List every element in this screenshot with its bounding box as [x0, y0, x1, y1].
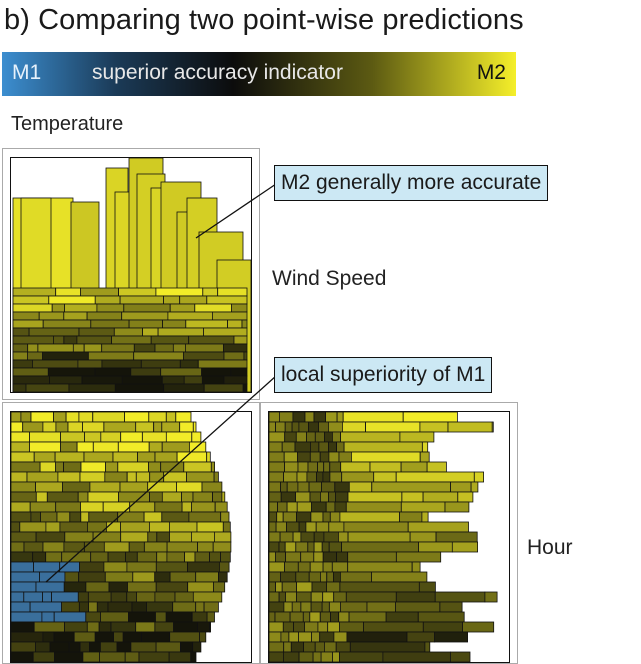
hour-axis-label: Hour [527, 536, 573, 559]
mosaic-cell [473, 471, 485, 483]
wind-hour-panel [260, 402, 518, 664]
temp-hour-plot-frame [10, 411, 252, 663]
callout-m2-more-accurate: M2 generally more accurate [274, 165, 549, 201]
callout-m1-local-superiority: local superiority of M1 [274, 357, 493, 393]
temp-hour-panel [2, 402, 260, 664]
mosaic-cell [434, 631, 469, 643]
mosaic-cell [470, 481, 479, 493]
wind-hour-mosaic [268, 411, 498, 663]
accuracy-color-legend: M1 superior accuracy indicator M2 [2, 52, 516, 96]
figure-title: b) Comparing two point-wise predictions [4, 4, 524, 36]
temp-wind-plot-frame [10, 157, 252, 393]
wind-hour-plot-frame [268, 411, 510, 663]
mosaic-cell [199, 631, 207, 643]
temp-wind-panel [2, 148, 260, 400]
mosaic-cell [444, 501, 470, 513]
mosaic-cell [491, 421, 494, 433]
mosaic-cell [451, 541, 479, 553]
leader-line-m2 [195, 183, 277, 239]
legend-m1-label: M1 [12, 61, 42, 84]
mosaic-cell [209, 621, 212, 633]
temp-hour-mosaic [10, 411, 232, 663]
legend-center-label: superior accuracy indicator [92, 61, 343, 84]
mosaic-cell [462, 621, 495, 633]
wind-speed-axis-label: Wind Speed [272, 267, 387, 290]
temp-wind-mosaic [12, 157, 252, 393]
mosaic-cell [242, 383, 248, 393]
temperature-axis-label: Temperature [11, 113, 124, 135]
mosaic-cell [192, 641, 202, 653]
leader-line-m1 [45, 375, 277, 583]
mosaic-cell [484, 591, 498, 603]
legend-m2-label: M2 [476, 61, 506, 84]
